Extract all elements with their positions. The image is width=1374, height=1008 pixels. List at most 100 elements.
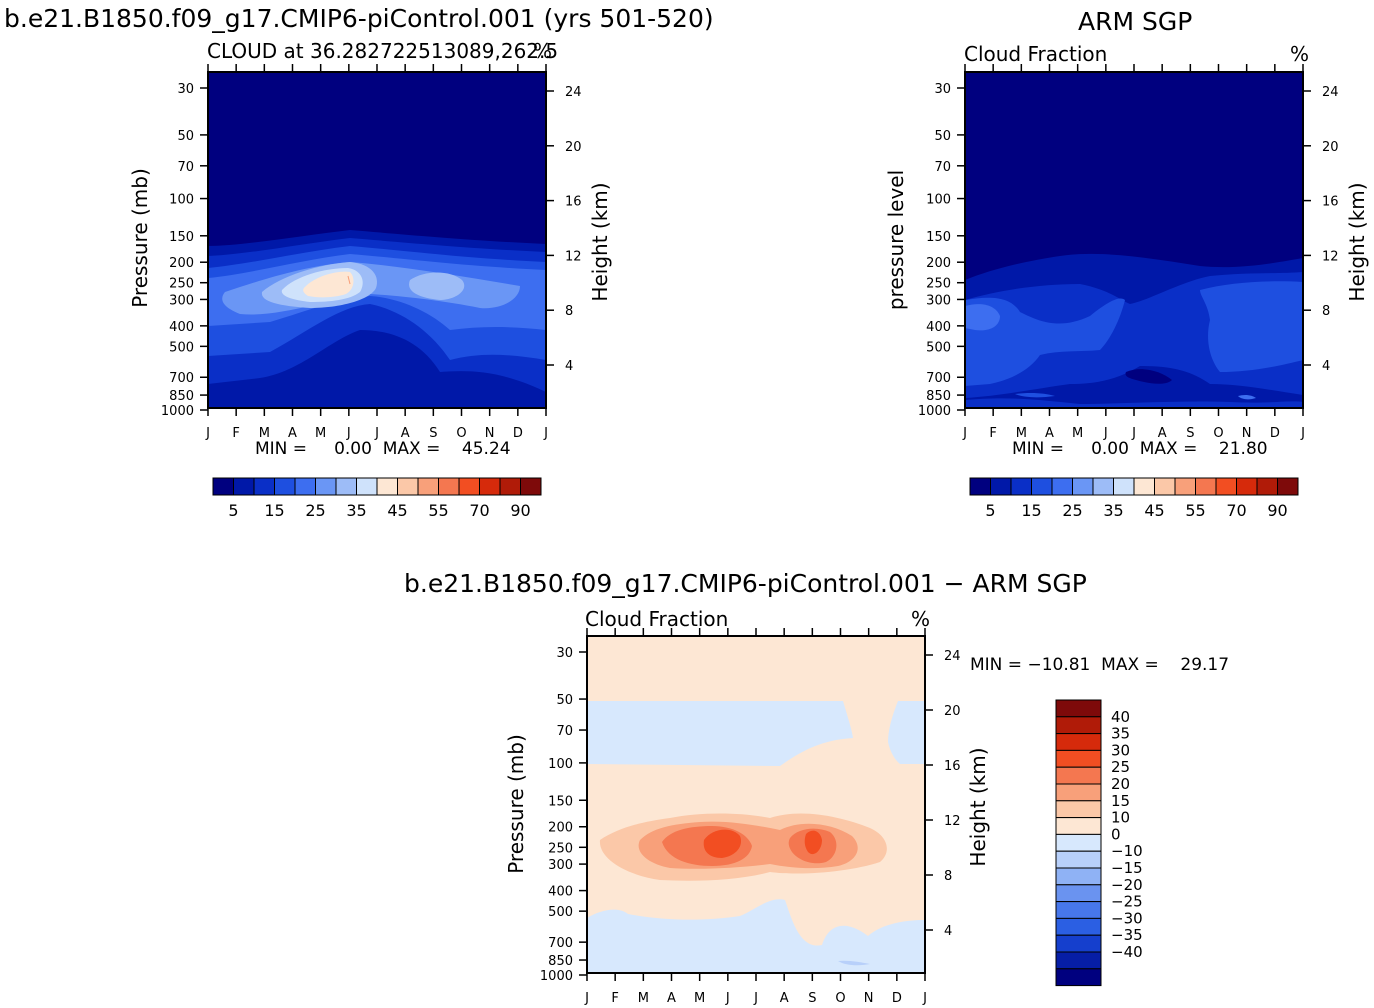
colorbar-model: 5 15 25 35 45 55 70 90: [212, 477, 542, 520]
model-contour-plot: [208, 72, 546, 408]
colorbar-swatch: [253, 477, 275, 496]
obs-y2tick-label: 24: [1322, 85, 1339, 100]
colorbar-swatch: [1031, 477, 1053, 496]
colorbar-swatch: [212, 477, 234, 496]
obs-ytick-label: 200: [926, 256, 951, 271]
model-y2tick-label: 24: [565, 85, 582, 100]
obs-xtick-label: J: [962, 426, 967, 441]
difference-ytick-label: 70: [556, 724, 573, 739]
diff-left-label: Cloud Fraction: [585, 607, 729, 631]
difference-xtick-label: N: [864, 991, 874, 1006]
colorbar-label: 25: [1111, 758, 1130, 776]
colorbar-swatch: [1055, 901, 1102, 919]
obs-xtick-label: J: [1300, 426, 1305, 441]
colorbar-swatch: [1055, 716, 1102, 735]
difference-ytick-label: 50: [556, 693, 573, 708]
colorbar-swatch: [1256, 477, 1278, 496]
colorbar-swatch: [1055, 800, 1102, 819]
obs-ytick-label: 850: [926, 389, 951, 404]
difference-ytick-label: 300: [548, 858, 573, 873]
colorbar-swatch: [274, 477, 296, 496]
obs-ytick-label: 300: [926, 293, 951, 308]
model-xtick-label: J: [205, 426, 210, 441]
obs-y2tick-label: 12: [1322, 249, 1339, 264]
model-ytick-label: 150: [169, 230, 194, 245]
difference-xtick-label: J: [725, 991, 730, 1006]
model-ytick-label: 100: [169, 193, 194, 208]
colorbar-swatch: [1092, 477, 1114, 496]
difference-xtick-label: S: [808, 991, 816, 1006]
model-units-label: %: [533, 39, 553, 63]
diff-contour-plot: [587, 636, 925, 973]
colorbar-swatch: [1055, 699, 1102, 718]
colorbar-swatch: [499, 477, 521, 496]
colorbar-swatch: [1055, 917, 1102, 936]
obs-ytick-label: 70: [934, 160, 951, 175]
obs-xtick-label: J: [1131, 426, 1136, 441]
obs-ytick-label: 500: [926, 340, 951, 355]
colorbar-label: 15: [264, 501, 284, 520]
model-ytick-label: 30: [177, 82, 194, 97]
colorbar-label: 90: [1267, 501, 1287, 520]
obs-ytick-label: 700: [926, 371, 951, 386]
colorbar-label: 5: [985, 501, 995, 520]
model-ytick-label: 1000: [161, 404, 194, 419]
colorbar-swatch: [1055, 833, 1102, 852]
colorbar-label: 0: [1111, 825, 1121, 843]
obs-y2tick-label: 8: [1322, 304, 1330, 319]
obs-xtick-label: S: [1186, 426, 1194, 441]
obs-xtick-label: J: [1103, 426, 1108, 441]
model-xtick-label: S: [429, 426, 437, 441]
difference-y2tick-label: 8: [944, 869, 952, 884]
difference-xtick-label: D: [892, 991, 902, 1006]
colorbar-swatch: [1055, 850, 1102, 869]
obs-ytick-label: 50: [934, 129, 951, 144]
colorbar-swatch: [1133, 477, 1155, 496]
difference-ytick-label: 100: [548, 757, 573, 772]
difference-ytick-label: 250: [548, 841, 573, 856]
difference-xtick-label: A: [667, 991, 676, 1006]
colorbar-label: −15: [1111, 859, 1143, 877]
difference-ytick-label: 30: [556, 646, 573, 661]
difference-xtick-label: A: [780, 991, 789, 1006]
colorbar-swatch: [1055, 968, 1102, 987]
colorbar-swatch: [1174, 477, 1196, 496]
colorbar-label: 20: [1111, 775, 1130, 793]
obs-stats: MIN = 0.00 MAX = 21.80: [1012, 439, 1268, 459]
colorbar-swatch: [1055, 749, 1102, 768]
colorbar-swatch: [315, 477, 337, 496]
obs-ytick-label: 400: [926, 320, 951, 335]
colorbar-label: 25: [305, 501, 325, 520]
model-ytick-label: 700: [169, 371, 194, 386]
difference-xtick-label: F: [611, 991, 618, 1006]
obs-xtick-label: M: [1016, 426, 1027, 441]
colorbar-label: −40: [1111, 943, 1143, 961]
colorbar-swatch: [990, 477, 1012, 496]
model-ytick-label: 250: [169, 277, 194, 292]
colorbar-swatch: [1215, 477, 1237, 496]
model-ytick-label: 500: [169, 340, 194, 355]
obs-ytick-label: 1000: [918, 404, 951, 419]
difference-xtick-label: J: [753, 991, 758, 1006]
model-y2tick-label: 16: [565, 195, 582, 210]
model-title: b.e21.B1850.f09_g17.CMIP6-piControl.001 …: [4, 4, 714, 33]
colorbar-swatch: [1154, 477, 1176, 496]
obs-xtick-label: O: [1213, 426, 1223, 441]
colorbar-swatch: [1051, 477, 1073, 496]
diff-units-label: %: [911, 607, 931, 631]
model-xtick-label: A: [401, 426, 410, 441]
colorbar-label: 35: [1103, 501, 1123, 520]
obs-ytick-label: 250: [926, 277, 951, 292]
diff-title: b.e21.B1850.f09_g17.CMIP6-piControl.001 …: [404, 569, 1087, 598]
colorbar-label: 35: [346, 501, 366, 520]
model-ytick-label: 200: [169, 256, 194, 271]
colorbar-swatch: [356, 477, 378, 496]
colorbar-label: 15: [1111, 792, 1130, 810]
model-xtick-label: F: [232, 426, 239, 441]
colorbar-swatch: [1055, 817, 1102, 835]
colorbar-label: 40: [1111, 708, 1130, 726]
model-ytick-label: 400: [169, 320, 194, 335]
